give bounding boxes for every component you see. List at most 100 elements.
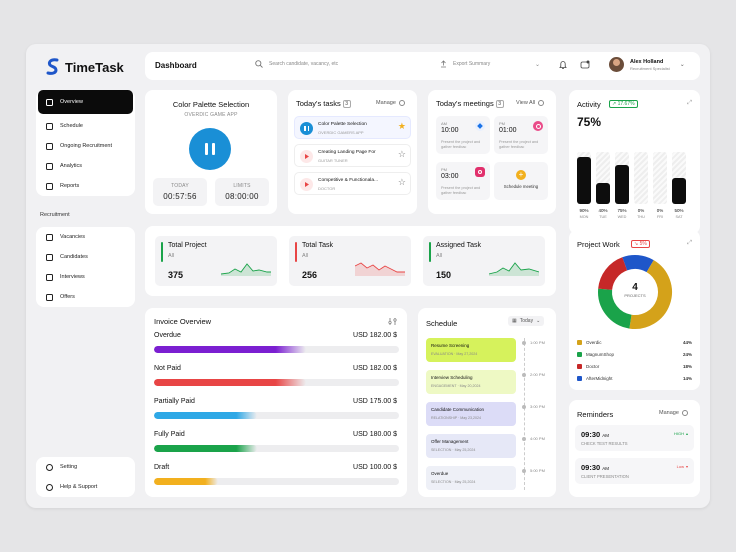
meeting-item[interactable]: AM 10:00 Present the project and gather …	[436, 116, 490, 154]
invoice-amount: USD 100.00 $	[353, 464, 397, 471]
analytics-icon	[46, 162, 53, 170]
user-profile[interactable]: Alex Holland Recruitment Specialist ⌄	[609, 57, 685, 72]
sidebar-item-interviews[interactable]: Interviews	[38, 267, 133, 287]
reminders-card: Reminders Manage 09:30 AM CHECK TEST RESUL…	[569, 400, 700, 497]
stat-card[interactable]: Total Task All 256	[289, 236, 411, 286]
schedule-meeting-button[interactable]: + Schedule meeting	[494, 162, 548, 200]
donut-slice[interactable]	[598, 257, 628, 291]
schedule-item[interactable]: Resume Screening EVALUATION · May 27,2024	[426, 338, 516, 362]
sidebar-recruitment: Vacancies Candidates Interviews Offers	[36, 227, 135, 307]
invoice-label: Not Paid	[154, 365, 181, 372]
sidebar-item-overview[interactable]: Overview	[38, 90, 133, 114]
donut-slice[interactable]	[598, 288, 632, 329]
trend-up-icon: ↗	[612, 101, 617, 107]
meeting-item[interactable]: PM 01:00 Present the project and gather …	[494, 116, 548, 154]
tasks-title-text: Today's tasks	[296, 99, 341, 108]
star-filled-icon[interactable]: ★	[397, 121, 406, 131]
filter-icon[interactable]	[388, 317, 397, 326]
star-outline-icon[interactable]: ☆	[397, 149, 406, 159]
stat-title: Assigned Task	[436, 242, 482, 249]
view-all-button[interactable]: View All	[516, 100, 545, 106]
activity-bar	[634, 152, 648, 204]
current-task-title: Color Palette Selection	[172, 100, 250, 109]
schedule-item-subtitle: SELECTION · May 25,2024	[431, 480, 476, 484]
task-item[interactable]: Color Palette Selection OVERDIC GAMERS A…	[294, 116, 411, 139]
avatar	[609, 57, 624, 72]
schedule-filter-dropdown[interactable]: ▦ Today ⌄	[508, 316, 545, 326]
activity-delta: 17.67%	[617, 101, 635, 107]
meeting-time: 01:00	[499, 127, 517, 134]
sidebar-item-analytics[interactable]: Analytics	[38, 156, 133, 176]
stat-card[interactable]: Total Project All 375	[155, 236, 277, 286]
timeline-dot	[522, 373, 526, 377]
donut-slice[interactable]	[629, 260, 672, 329]
play-icon[interactable]	[300, 150, 313, 163]
header-bar: Dashboard Search candidate, vacancy, etc…	[145, 52, 700, 80]
gear-icon	[46, 463, 53, 471]
pause-button[interactable]	[189, 128, 231, 170]
invoice-label: Draft	[154, 464, 170, 471]
sidebar-item-label: Setting	[60, 464, 78, 470]
activity-bar-day: MON	[579, 215, 589, 219]
sidebar-item-offers[interactable]: Offers	[38, 287, 133, 307]
reminders-manage-button[interactable]: Manage	[659, 410, 688, 416]
bar-chart-icon	[46, 182, 53, 190]
sidebar-item-help[interactable]: Help & Support	[38, 477, 133, 497]
invoice-title: Invoice Overview	[154, 317, 212, 326]
search-input[interactable]: Search candidate, vacancy, etc	[255, 60, 338, 68]
sidebar-item-vacancies[interactable]: Vacancies	[38, 227, 133, 247]
sidebar-item-label: Vacancies	[60, 234, 85, 240]
activity-bar-fill	[577, 157, 591, 204]
sidebar-item-candidates[interactable]: Candidates	[38, 247, 133, 267]
schedule-item-subtitle: SELECTION · May 25,2024	[431, 448, 476, 452]
sidebar-item-label: Offers	[60, 294, 75, 300]
activity-bar	[672, 152, 686, 204]
schedule-item[interactable]: Overdue SELECTION · May 25,2024	[426, 466, 516, 490]
limits-value: 08:00:00	[225, 192, 259, 201]
bell-icon[interactable]	[558, 60, 568, 70]
meeting-item[interactable]: PM 03:00 Present the project and gather …	[436, 162, 490, 200]
donut-slice[interactable]	[622, 255, 654, 273]
current-task-card: Color Palette Selection OVERDIC GAME APP…	[145, 90, 277, 214]
play-icon[interactable]	[300, 178, 313, 191]
task-item[interactable]: Creating Landing Page For GUITAR TUNER ☆	[294, 144, 411, 167]
pause-icon[interactable]	[300, 122, 313, 135]
project-count: 4	[632, 282, 638, 293]
schedule-item[interactable]: Candidate Communication RELATIONSHIP · Ma…	[426, 402, 516, 426]
invoice-progress-fill	[154, 478, 218, 485]
legend-swatch	[577, 351, 582, 357]
reminder-item[interactable]: 09:30 AM CHECK TEST RESULTS HIGH ▴	[575, 425, 694, 451]
reminder-item[interactable]: 09:30 AM CLIENT PRESENTATION Low ▾	[575, 458, 694, 484]
sidebar-item-schedule[interactable]: Schedule	[38, 116, 133, 136]
sidebar-item-reports[interactable]: Reports	[38, 176, 133, 196]
reminders-title: Reminders	[577, 410, 614, 419]
activity-bar-day: FRI	[656, 215, 664, 219]
export-summary-select[interactable]: Export Summary ⌄	[440, 60, 540, 68]
schedule-item-title: Resume Screening	[431, 343, 470, 348]
schedule-card: Schedule ▦ Today ⌄ Resume Screening EVALU…	[418, 308, 556, 497]
schedule-item[interactable]: Interview Scheduling ENGAGEMENT · May 20,…	[426, 370, 516, 394]
schedule-item-title: Interview Scheduling	[431, 375, 473, 380]
stat-title: Total Project	[168, 242, 207, 249]
task-item[interactable]: Competitive & Functionala... DOCTOR ☆	[294, 172, 411, 195]
task-title: Competitive & Functionala...	[318, 178, 378, 183]
reminder-time-group: 09:30 AM	[581, 463, 609, 472]
schedule-item[interactable]: Offer Management SELECTION · May 25,2024	[426, 434, 516, 458]
users-icon	[46, 253, 53, 261]
sidebar-item-setting[interactable]: Setting	[38, 457, 133, 477]
star-outline-icon[interactable]: ☆	[397, 177, 406, 187]
search-placeholder: Search candidate, vacancy, etc	[269, 61, 339, 67]
dribbble-icon	[533, 121, 543, 131]
sidebar-item-ongoing-recruitment[interactable]: Ongoing Recruitment	[38, 136, 133, 156]
sidebar-nav: Overview Schedule Ongoing Recruitment An…	[36, 90, 135, 196]
expand-icon[interactable]: ⤢	[687, 240, 692, 246]
legend-pct: 14%	[682, 375, 692, 381]
invoice-progress-fill	[154, 412, 257, 419]
logo[interactable]: TimeTask	[46, 58, 124, 76]
tasks-manage-button[interactable]: Manage	[376, 100, 405, 106]
expand-icon[interactable]: ⤢	[687, 100, 692, 106]
meetings-title-text: Today's meetings	[436, 99, 494, 108]
stat-card[interactable]: Assigned Task All 150	[423, 236, 545, 286]
message-icon[interactable]	[580, 60, 590, 70]
manage-label: Manage	[376, 100, 396, 106]
